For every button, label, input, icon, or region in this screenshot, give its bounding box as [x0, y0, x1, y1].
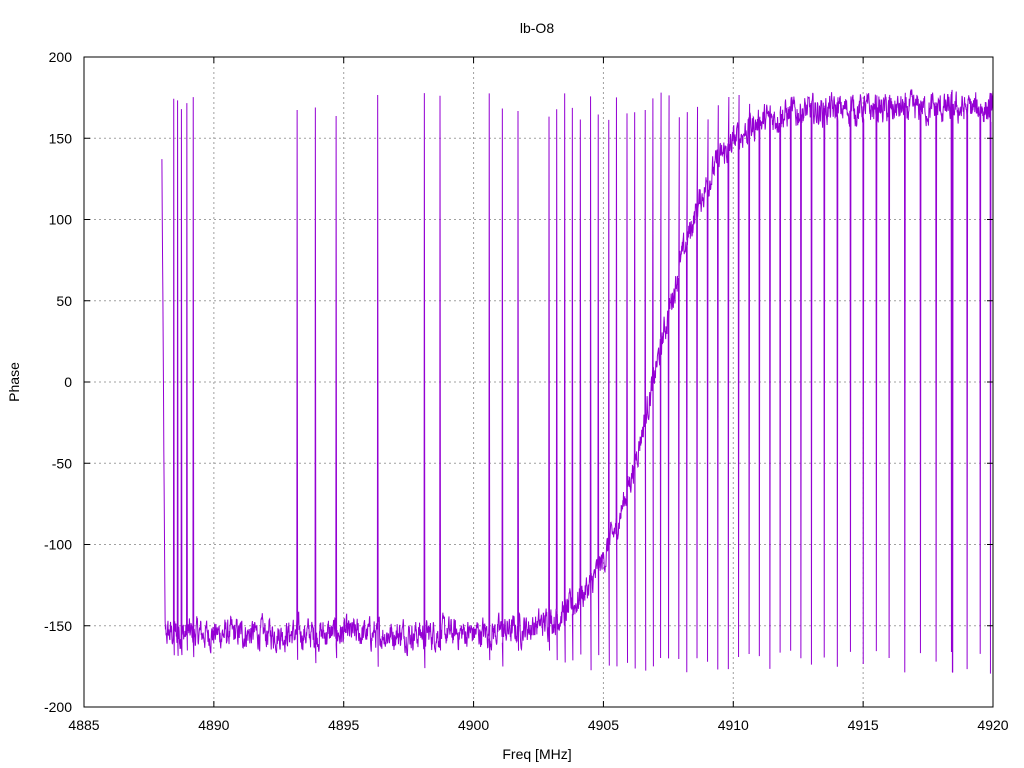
x-tick-label: 4885 — [68, 717, 99, 733]
y-tick-label: 0 — [64, 374, 72, 390]
y-tick-label: 50 — [56, 293, 72, 309]
y-tick-label: -200 — [44, 699, 72, 715]
y-axis-label: Phase — [6, 362, 22, 402]
x-tick-label: 4910 — [718, 717, 749, 733]
y-tick-label: -50 — [52, 455, 72, 471]
y-tick-label: 200 — [49, 49, 73, 65]
axis-ticks — [83, 56, 994, 708]
grid-lines — [84, 57, 993, 707]
y-tick-label: 150 — [49, 130, 73, 146]
x-tick-label: 4895 — [328, 717, 359, 733]
series-phase — [161, 88, 994, 674]
chart-title: lb-O8 — [520, 20, 554, 36]
x-axis-label: Freq [MHz] — [502, 746, 571, 762]
x-tick-label: 4920 — [977, 717, 1008, 733]
series-line — [161, 88, 994, 674]
y-tick-label: -150 — [44, 618, 72, 634]
x-tick-label: 4900 — [458, 717, 489, 733]
x-tick-label: 4890 — [198, 717, 229, 733]
y-tick-label: -100 — [44, 537, 72, 553]
y-tick-label: 100 — [49, 212, 73, 228]
x-tick-label: 4905 — [588, 717, 619, 733]
x-tick-label: 4915 — [848, 717, 879, 733]
tick-labels: 4885 4890 4895 4900 4905 4910 4915 4920 200 150 10… — [44, 49, 1009, 733]
